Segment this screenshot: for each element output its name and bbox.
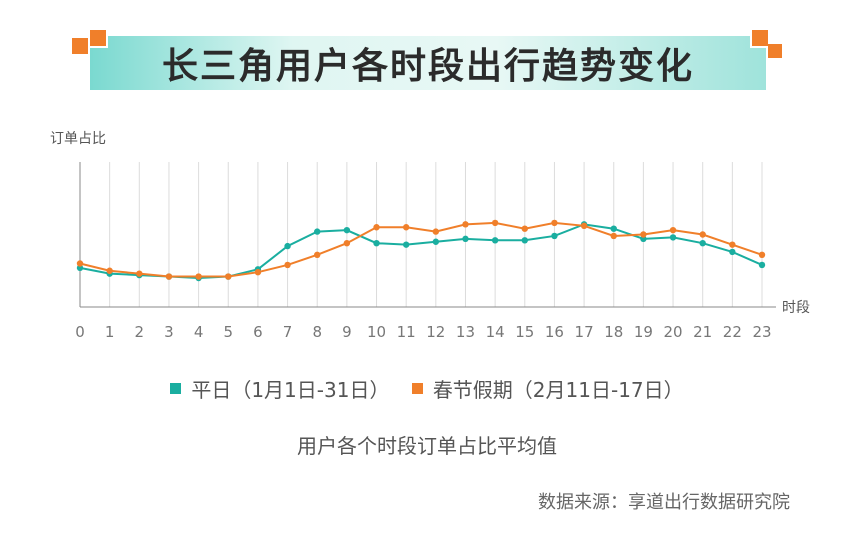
series-1-point-16 [551,219,558,227]
x-tick-label-12: 12 [426,323,445,341]
series-1-point-22 [729,241,736,248]
series-0-point-15 [521,237,528,244]
x-tick-label-3: 3 [164,323,174,341]
x-tick-label-23: 23 [752,323,771,341]
x-tick-label-7: 7 [283,323,293,341]
x-tick-label-9: 9 [342,323,352,341]
series-0-point-7 [284,242,291,250]
x-tick-label-5: 5 [223,323,233,341]
legend-swatch-holiday [411,383,423,394]
x-tick-label-11: 11 [397,323,416,341]
series-1-point-18 [610,232,617,240]
series-0-point-10 [373,240,380,247]
series-1-point-19 [640,231,647,238]
x-tick-label-0: 0 [75,323,85,341]
x-tick-label-16: 16 [545,323,564,341]
x-tick-label-21: 21 [693,323,712,341]
series-1-point-1 [106,267,113,274]
series-1-point-13 [462,221,469,228]
chart-subtitle: 用户各个时段订单占比平均值 [297,434,557,458]
series-1-point-23 [758,251,766,258]
x-tick-label-20: 20 [663,323,682,341]
series-1-point-5 [225,273,232,280]
series-0-point-21 [699,240,706,247]
series-0-point-22 [729,248,736,256]
series-1-point-15 [521,225,528,232]
series-0-point-11 [402,241,410,248]
x-axis-label: 时段 [782,300,810,316]
series-1-point-3 [165,273,173,280]
x-tick-label-14: 14 [486,323,505,341]
series-0-point-13 [462,235,469,243]
data-source: 数据来源：享道出行数据研究院 [538,492,790,513]
y-axis-label: 订单占比 [50,131,106,147]
x-tick-label-22: 22 [723,323,742,341]
series-1-point-21 [699,231,706,238]
series-1-point-11 [402,224,410,231]
series-line-1 [79,221,763,278]
legend-label-weekday: 平日（1月1日-31日） [191,378,390,402]
series-1-point-20 [669,226,677,234]
series-1-point-6 [254,269,262,276]
series-1-point-7 [284,261,291,269]
legend-swatch-weekday [170,383,182,394]
series-line-0 [79,223,763,280]
series-1-point-2 [136,270,143,277]
x-tick-label-18: 18 [604,323,623,341]
legend-item-holiday: 春节假期（2月11日-17日） [411,374,684,403]
series-0-point-8 [314,228,321,235]
title-banner: 长三角用户各时段出行趋势变化 [90,36,766,90]
legend: 平日（1月1日-31日） 春节假期（2月11日-17日） [0,374,854,403]
series-1-point-12 [432,228,440,235]
series-1-point-8 [314,251,321,258]
series-0-point-20 [669,234,677,241]
series-1-point-0 [76,260,84,267]
series-1-point-4 [195,273,202,280]
x-tick-label-6: 6 [253,323,263,341]
series-0-point-14 [491,237,499,244]
x-tick-label-2: 2 [135,323,145,341]
legend-item-weekday: 平日（1月1日-31日） [170,374,389,403]
x-tick-label-17: 17 [575,323,594,341]
series-0-point-23 [758,261,766,269]
x-tick-label-1: 1 [105,323,115,341]
x-tick-label-4: 4 [194,323,204,341]
legend-label-holiday: 春节假期（2月11日-17日） [432,378,684,402]
series-0-point-18 [610,225,617,232]
x-tick-label-13: 13 [456,323,475,341]
series-0-point-12 [432,238,440,245]
x-tick-label-10: 10 [367,323,386,341]
x-tick-label-15: 15 [515,323,534,341]
series-1-point-14 [491,219,499,227]
x-tick-label-19: 19 [634,323,653,341]
x-tick-label-8: 8 [312,323,322,341]
chart-title: 长三角用户各时段出行趋势变化 [161,46,694,87]
series-1-point-9 [343,240,351,247]
series-0-point-16 [551,232,558,240]
series-0-point-9 [343,226,351,234]
series-1-point-17 [580,222,588,229]
series-1-point-10 [373,224,380,231]
